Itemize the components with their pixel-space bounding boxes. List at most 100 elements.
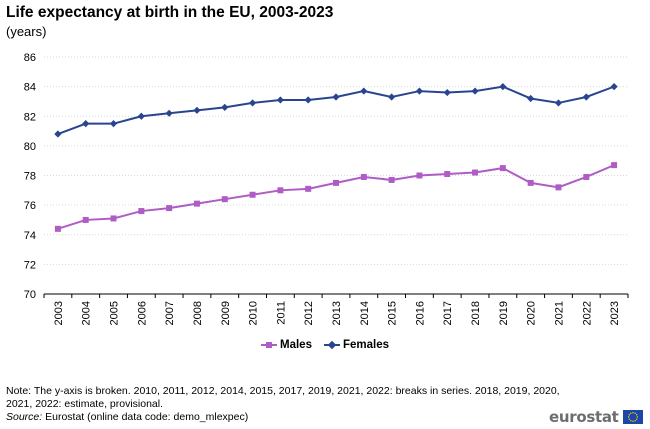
y-tick-label: 74 bbox=[24, 230, 36, 242]
eu-star bbox=[636, 416, 638, 418]
y-tick-label: 82 bbox=[24, 111, 36, 123]
data-point-males bbox=[416, 172, 423, 179]
data-point-males bbox=[277, 187, 284, 194]
chart-source: Source: Eurostat (online data code: demo… bbox=[6, 411, 248, 423]
data-point-females bbox=[137, 112, 145, 120]
data-point-females bbox=[109, 120, 118, 128]
data-point-males bbox=[54, 225, 61, 232]
legend-label-males: Males bbox=[280, 339, 312, 351]
data-point-females bbox=[193, 106, 201, 114]
data-point-females bbox=[388, 93, 396, 101]
data-point-females bbox=[165, 109, 173, 117]
data-point-males bbox=[388, 176, 395, 183]
y-tick-label: 78 bbox=[24, 171, 36, 183]
y-tick-label: 76 bbox=[24, 200, 36, 212]
eu-star bbox=[628, 414, 630, 416]
x-tick-label: 2010 bbox=[248, 301, 260, 325]
data-point-females bbox=[610, 83, 618, 91]
data-point-males bbox=[193, 200, 200, 207]
chart-subtitle: (years) bbox=[6, 24, 47, 39]
data-point-males bbox=[555, 184, 562, 191]
data-point-males bbox=[444, 171, 451, 178]
x-tick-label: 2017 bbox=[442, 301, 454, 325]
data-point-females bbox=[582, 93, 590, 101]
x-tick-label: 2006 bbox=[136, 301, 148, 325]
data-point-females bbox=[415, 87, 424, 95]
data-point-females bbox=[360, 87, 368, 95]
data-point-males bbox=[249, 191, 256, 198]
x-tick-label: 2014 bbox=[359, 301, 371, 325]
data-point-males bbox=[138, 208, 145, 215]
data-point-females bbox=[82, 120, 90, 128]
eu-star bbox=[635, 414, 637, 416]
data-point-females bbox=[527, 94, 535, 103]
data-point-males bbox=[527, 179, 534, 186]
y-tick-label: 70 bbox=[24, 289, 36, 301]
data-point-females bbox=[304, 96, 312, 104]
eu-star bbox=[633, 412, 636, 414]
eu-stars-icon bbox=[627, 412, 638, 422]
data-point-females bbox=[276, 96, 284, 104]
legend-item-females: Females bbox=[323, 339, 389, 351]
x-tick-label: 2020 bbox=[526, 301, 538, 325]
data-point-males bbox=[221, 196, 228, 203]
source-label: Source: bbox=[6, 411, 43, 423]
eu-star bbox=[627, 416, 629, 418]
data-point-males bbox=[611, 162, 618, 169]
y-tick-label: 72 bbox=[24, 259, 36, 271]
eu-star bbox=[635, 418, 637, 420]
legend-swatch-females bbox=[323, 340, 340, 350]
data-point-females bbox=[471, 87, 479, 95]
eu-star bbox=[631, 412, 634, 414]
chart-legend: Males Females bbox=[0, 339, 650, 353]
data-point-males bbox=[305, 185, 312, 192]
eu-star bbox=[633, 420, 636, 422]
chart-note: Note: The y-axis is broken. 2010, 2011, … bbox=[6, 385, 560, 410]
x-tick-label: 2013 bbox=[331, 301, 343, 325]
series-lines bbox=[54, 83, 618, 232]
legend-label-females: Females bbox=[342, 339, 389, 351]
legend-swatch-males bbox=[261, 340, 277, 350]
x-tick-label: 2008 bbox=[192, 301, 204, 325]
legend-item-males: Males bbox=[261, 339, 312, 351]
data-point-males bbox=[82, 216, 89, 223]
x-tick-label: 2019 bbox=[498, 301, 510, 325]
y-tick-label: 84 bbox=[24, 82, 36, 94]
series-line-males bbox=[57, 164, 615, 230]
x-tick-label: 2021 bbox=[553, 301, 565, 325]
data-point-males bbox=[472, 169, 479, 176]
chart-title: Life expectancy at birth in the EU, 2003… bbox=[6, 4, 334, 21]
y-tick-label: 86 bbox=[24, 52, 36, 64]
data-point-females bbox=[54, 130, 62, 138]
data-point-females bbox=[248, 99, 257, 107]
y-tick-label: 80 bbox=[24, 141, 36, 153]
x-tick-label: 2011 bbox=[275, 301, 287, 325]
x-tick-label: 2007 bbox=[164, 301, 176, 325]
data-point-males bbox=[360, 173, 367, 180]
eu-star bbox=[629, 412, 632, 414]
x-tick-label: 2012 bbox=[303, 301, 315, 325]
data-point-males bbox=[110, 215, 117, 222]
data-point-males bbox=[166, 205, 173, 212]
x-tick-label: 2018 bbox=[470, 301, 482, 325]
eu-star bbox=[629, 420, 632, 422]
eu-flag-icon bbox=[622, 410, 643, 424]
tick-labels: 70 72 74 76 78 80 82 84 86 2003 2004 2005 2006 2007 20… bbox=[24, 52, 621, 325]
eu-star bbox=[628, 418, 630, 420]
data-point-males bbox=[499, 165, 506, 172]
data-point-males bbox=[583, 173, 590, 180]
data-point-females bbox=[443, 88, 451, 97]
eurostat-logo: eurostat bbox=[549, 408, 643, 426]
line-chart: 70 72 74 76 78 80 82 84 86 2003 2004 2005 2006 2007 20… bbox=[24, 52, 629, 325]
x-tick-label: 2022 bbox=[581, 301, 593, 325]
data-point-females bbox=[221, 103, 229, 111]
x-tick-label: 2005 bbox=[109, 301, 121, 325]
eu-star bbox=[631, 420, 634, 422]
data-point-females bbox=[554, 99, 563, 107]
x-tick-label: 2009 bbox=[220, 301, 232, 325]
data-point-females bbox=[499, 83, 507, 91]
grid-lines bbox=[44, 56, 628, 265]
x-tick-label: 2023 bbox=[609, 301, 621, 325]
data-point-males bbox=[333, 179, 339, 186]
eurostat-logo-text: eurostat bbox=[549, 408, 619, 426]
